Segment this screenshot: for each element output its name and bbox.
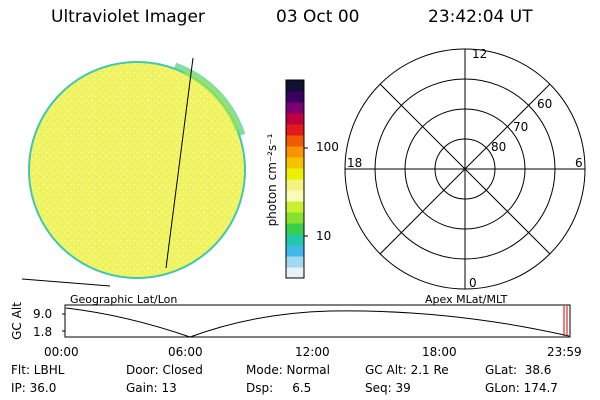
colorbar-band [286, 234, 304, 246]
colorbar-band [286, 267, 304, 279]
orbit-xlabel-1200: 12:00 [295, 345, 330, 359]
orbit-plot [62, 304, 571, 338]
orbit-ylabel-9: 9.0 [33, 307, 53, 321]
globe-caption: Geographic Lat/Lon [70, 293, 178, 306]
colorbar-band [286, 135, 304, 147]
status-gc-alt: GC Alt: 2.1 Re [365, 363, 449, 377]
colorbar-band [286, 179, 304, 191]
status-glon: GLon: 174.7 [485, 381, 558, 395]
polar-diagonal-2 [379, 83, 551, 255]
colorbar-band [286, 256, 304, 268]
date-label: 03 Oct 00 [276, 7, 360, 27]
mlt-label-6: 6 [575, 156, 583, 170]
orbit-xlabel-2359: 23:59 [547, 345, 582, 359]
lat-label-60: 60 [537, 97, 553, 111]
colorbar-tick-10: 10 [316, 229, 332, 243]
colorbar-band [286, 245, 304, 257]
colorbar-band [286, 146, 304, 158]
colorbar-unit-label: photon cm⁻²s⁻¹ [265, 133, 279, 227]
meridian-line [165, 57, 194, 269]
limb-line [21, 278, 111, 287]
colorbar-band [286, 168, 304, 180]
status-gain: Gain: 13 [126, 381, 177, 395]
colorbar-band [286, 91, 304, 103]
status-ip: IP: 36.0 [11, 381, 57, 395]
colorbar-band [286, 223, 304, 235]
colorbar-tick-100: 100 [316, 140, 339, 154]
colorbar-band [286, 80, 304, 92]
orbit-axis-label: GC Alt [10, 302, 24, 340]
status-glat: GLat: 38.6 [485, 363, 552, 377]
colorbar-band [286, 201, 304, 213]
lat-label-70: 70 [513, 120, 529, 134]
colorbar-band [286, 102, 304, 114]
colorbar-band [286, 212, 304, 224]
status-filter: Flt: LBHL [11, 363, 65, 377]
time-label: 23:42:04 UT [428, 7, 533, 27]
mlt-label-18: 18 [347, 156, 363, 170]
orbit-altitude-curve [65, 307, 570, 338]
colorbar-band [286, 124, 304, 136]
status-mode: Mode: Normal [246, 363, 330, 377]
polar-caption: Apex MLat/MLT [425, 293, 508, 306]
status-seq: Seq: 39 [365, 381, 411, 395]
mlt-label-12: 12 [472, 47, 488, 61]
colorbar-band [286, 157, 304, 169]
status-door: Door: Closed [126, 363, 203, 377]
mlt-label-0: 0 [469, 276, 477, 290]
colorbar-band [286, 113, 304, 125]
orbit-xlabel-1800: 18:00 [422, 345, 457, 359]
app-title: Ultraviolet Imager [51, 7, 205, 27]
orbit-xlabel-0000: 00:00 [44, 345, 79, 359]
polar-plot [344, 48, 586, 290]
orbit-ylabel-1-8: 1.8 [33, 325, 53, 339]
uv-globe-image [21, 57, 246, 287]
colorbar [285, 79, 308, 279]
colorbar-band [286, 190, 304, 202]
orbit-xlabel-0600: 06:00 [168, 345, 203, 359]
status-dsp: Dsp: 6.5 [246, 381, 312, 395]
lat-label-80: 80 [491, 140, 507, 154]
